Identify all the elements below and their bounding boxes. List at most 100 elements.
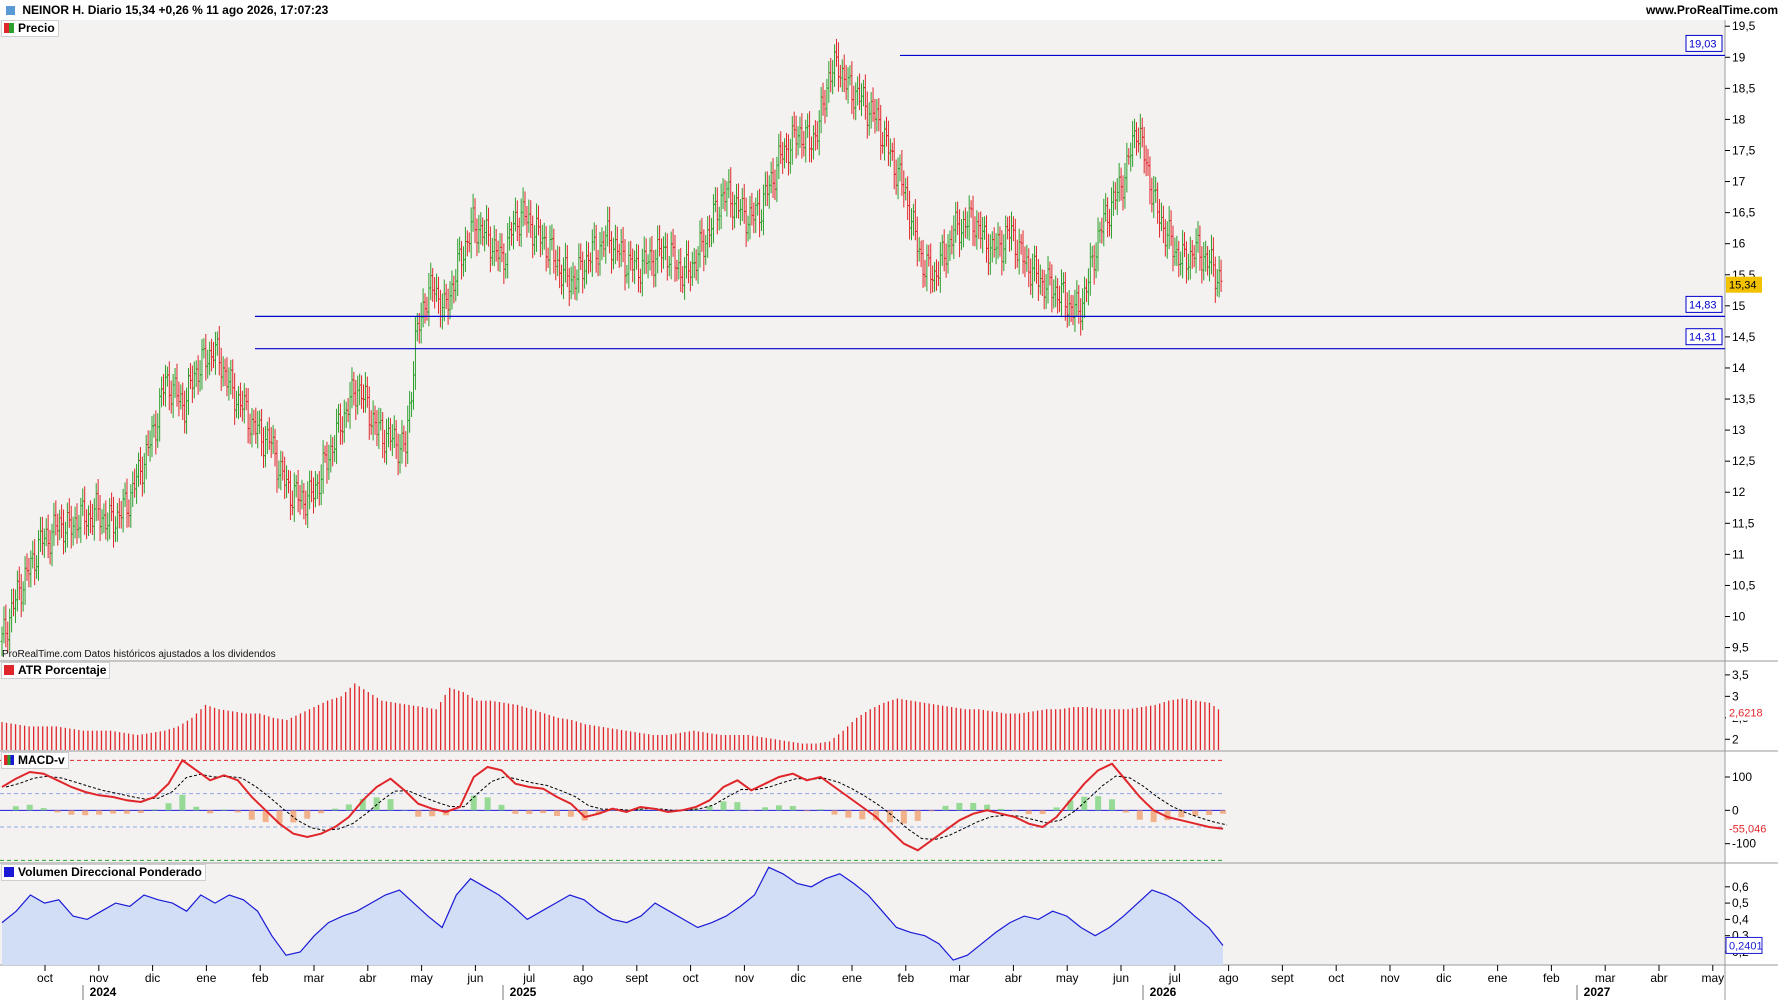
price-tick-label: 10: [1732, 610, 1746, 624]
macd-histogram-bar: [207, 810, 214, 814]
month-label: mar: [949, 971, 970, 985]
macd-histogram-bar: [332, 808, 338, 811]
macd-histogram-bar: [1164, 810, 1171, 821]
macd-histogram-bar: [1039, 810, 1046, 815]
period: Diario: [87, 3, 122, 17]
year-label: 2024: [90, 985, 117, 999]
macd-histogram-bar: [193, 806, 200, 811]
vol-tick-label: 0,5: [1732, 896, 1749, 910]
vol-tick-label: 0,6: [1732, 880, 1749, 894]
price-tick-label: 13: [1732, 423, 1746, 437]
macd-histogram-bar: [82, 810, 89, 816]
macd-tick-label: 100: [1732, 770, 1752, 784]
macd-histogram-bar: [318, 810, 325, 814]
plot-background: [0, 20, 1725, 965]
price-tick-label: 13,5: [1732, 392, 1756, 406]
macd-histogram-bar: [873, 810, 880, 821]
level-label-box: [1685, 295, 1723, 313]
macd-histogram-bar: [928, 810, 935, 812]
month-label: ago: [573, 971, 593, 985]
macd-histogram-bar: [179, 794, 186, 811]
price-tick-label: 14: [1732, 361, 1746, 375]
macd-histogram-bar: [498, 804, 505, 811]
month-label: jul: [522, 971, 535, 985]
macd-histogram-bar: [956, 802, 963, 811]
macd-histogram-bar: [720, 801, 727, 811]
month-label: jul: [1168, 971, 1181, 985]
month-label: feb: [897, 971, 914, 985]
macd-histogram-bar: [1109, 799, 1115, 811]
vol-color-icon: [4, 867, 14, 877]
price-tick-label: 14,5: [1732, 330, 1756, 344]
macd-histogram-bar: [942, 805, 949, 811]
vol-area: [2, 867, 1223, 965]
macd-last-tag-text: -55,046: [1729, 824, 1766, 836]
vol-panel-label[interactable]: Volumen Direccional Ponderado: [1, 864, 206, 881]
instrument-info: NEINOR H. Diario 15,34 +0,26 % 11 ago 20…: [6, 3, 328, 17]
macd-panel-label[interactable]: MACD-v: [1, 752, 69, 769]
macd-histogram-bar: [1150, 810, 1157, 823]
macd-histogram-bar: [567, 810, 574, 817]
macd-histogram-bar: [234, 810, 241, 813]
month-label: ene: [842, 971, 862, 985]
macd-histogram-bar: [248, 810, 255, 820]
price-color-icon: [4, 23, 14, 33]
macd-histogram-bar: [1011, 810, 1018, 812]
month-label: jun: [466, 971, 483, 985]
month-label: abr: [1005, 971, 1022, 985]
atr-color-icon: [4, 665, 14, 675]
price-tick-label: 9,5: [1732, 641, 1749, 655]
price-tick-label: 10,5: [1732, 578, 1756, 592]
site-link[interactable]: www.ProRealTime.com: [1645, 3, 1778, 17]
price-tick-label: 19: [1732, 50, 1746, 64]
level-label: 19,03: [1689, 38, 1717, 50]
macd-histogram-bar: [984, 804, 991, 811]
atr-tick-label: 3: [1732, 689, 1739, 703]
symbol-name: NEINOR H.: [22, 3, 85, 17]
price-tick-label: 18: [1732, 112, 1746, 126]
vol-tick-label: 0,4: [1732, 912, 1749, 926]
macd-histogram-bar: [415, 810, 422, 817]
macd-histogram-bar: [595, 810, 602, 815]
month-label: oct: [1328, 971, 1345, 985]
atr-last-tag-text: 2,6218: [1729, 708, 1763, 720]
macd-histogram-bar: [526, 810, 533, 814]
atr-tick-label: 2: [1732, 732, 1739, 746]
macd-histogram-bar: [68, 810, 75, 815]
month-label: ene: [196, 971, 216, 985]
macd-histogram-bar: [540, 810, 547, 814]
level-label: 14,31: [1689, 332, 1717, 344]
vol-last-tag: [1725, 936, 1763, 954]
macd-histogram-bar: [887, 810, 893, 823]
macd-histogram-bar: [1025, 810, 1032, 815]
price-tick-label: 16: [1732, 237, 1746, 251]
time-axis-background: [0, 965, 1725, 1000]
date: 11 ago 2026: [206, 3, 274, 17]
month-label: ago: [1219, 971, 1239, 985]
macd-histogram-bar: [1053, 807, 1060, 811]
price-tick-label: 11: [1732, 547, 1745, 561]
atr-panel-label[interactable]: ATR Porcentaje: [1, 662, 111, 679]
instrument-icon: [6, 6, 15, 15]
month-label: abr: [1650, 971, 1667, 985]
macd-histogram-bar: [817, 809, 824, 811]
price-change: +0,26 %: [158, 3, 203, 17]
macd-histogram-bar: [803, 810, 810, 812]
macd-histogram-bar: [998, 808, 1004, 811]
price-tick-label: 12: [1732, 485, 1746, 499]
macd-histogram-bar: [1067, 800, 1074, 811]
macd-histogram-bar: [429, 810, 436, 817]
month-label: may: [1701, 971, 1724, 985]
macd-histogram-bar: [151, 809, 158, 811]
macd-histogram-bar: [1136, 810, 1143, 820]
macd-histogram-bar: [345, 804, 352, 811]
macd-histogram-bar: [1081, 796, 1088, 811]
year-label: 2026: [1150, 985, 1177, 999]
price-panel-label[interactable]: Precio: [1, 20, 59, 37]
atr-last-tag: [1726, 704, 1762, 721]
macd-histogram-bar: [276, 810, 283, 824]
chart-header: NEINOR H. Diario 15,34 +0,26 % 11 ago 20…: [0, 0, 1778, 20]
macd-histogram-bar: [123, 810, 130, 814]
price-tick-label: 12,5: [1732, 454, 1756, 468]
